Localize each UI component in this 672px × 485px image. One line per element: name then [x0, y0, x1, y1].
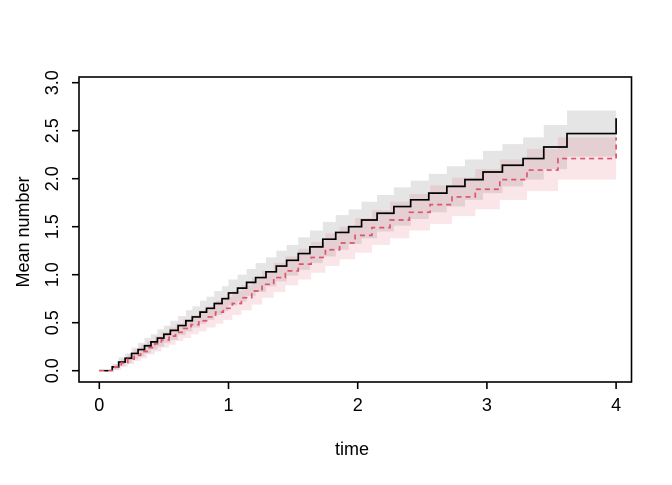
y-axis-title: Mean number	[13, 176, 33, 287]
y-tick-label: 0.5	[42, 310, 62, 335]
y-tick-label: 1.5	[42, 214, 62, 239]
group-1-solid-black-confidence-band	[99, 110, 617, 371]
y-tick-label: 3.0	[42, 70, 62, 95]
x-tick-label: 4	[611, 395, 621, 415]
axes-layer: 0 1 2 3 4 0.0 0.5 1.0 1.5 2.0 2.5 3.0	[42, 70, 633, 415]
x-tick-label: 1	[223, 395, 233, 415]
y-tick-label: 2.0	[42, 166, 62, 191]
step-curves-layer	[99, 118, 617, 372]
group-1-solid-black-step-line	[99, 118, 617, 372]
group-2-dashed-red-confidence-band	[99, 137, 617, 371]
y-tick-label: 2.5	[42, 118, 62, 143]
group-2-dashed-red-step-line	[99, 137, 617, 372]
x-tick-label: 0	[94, 395, 104, 415]
x-axis-title: time	[335, 439, 369, 459]
x-tick-label: 2	[353, 395, 363, 415]
y-tick-label: 1.0	[42, 262, 62, 287]
x-tick-label: 3	[482, 395, 492, 415]
confidence-bands-layer	[99, 110, 617, 371]
y-tick-label: 0.0	[42, 358, 62, 383]
plot-box	[78, 76, 633, 383]
